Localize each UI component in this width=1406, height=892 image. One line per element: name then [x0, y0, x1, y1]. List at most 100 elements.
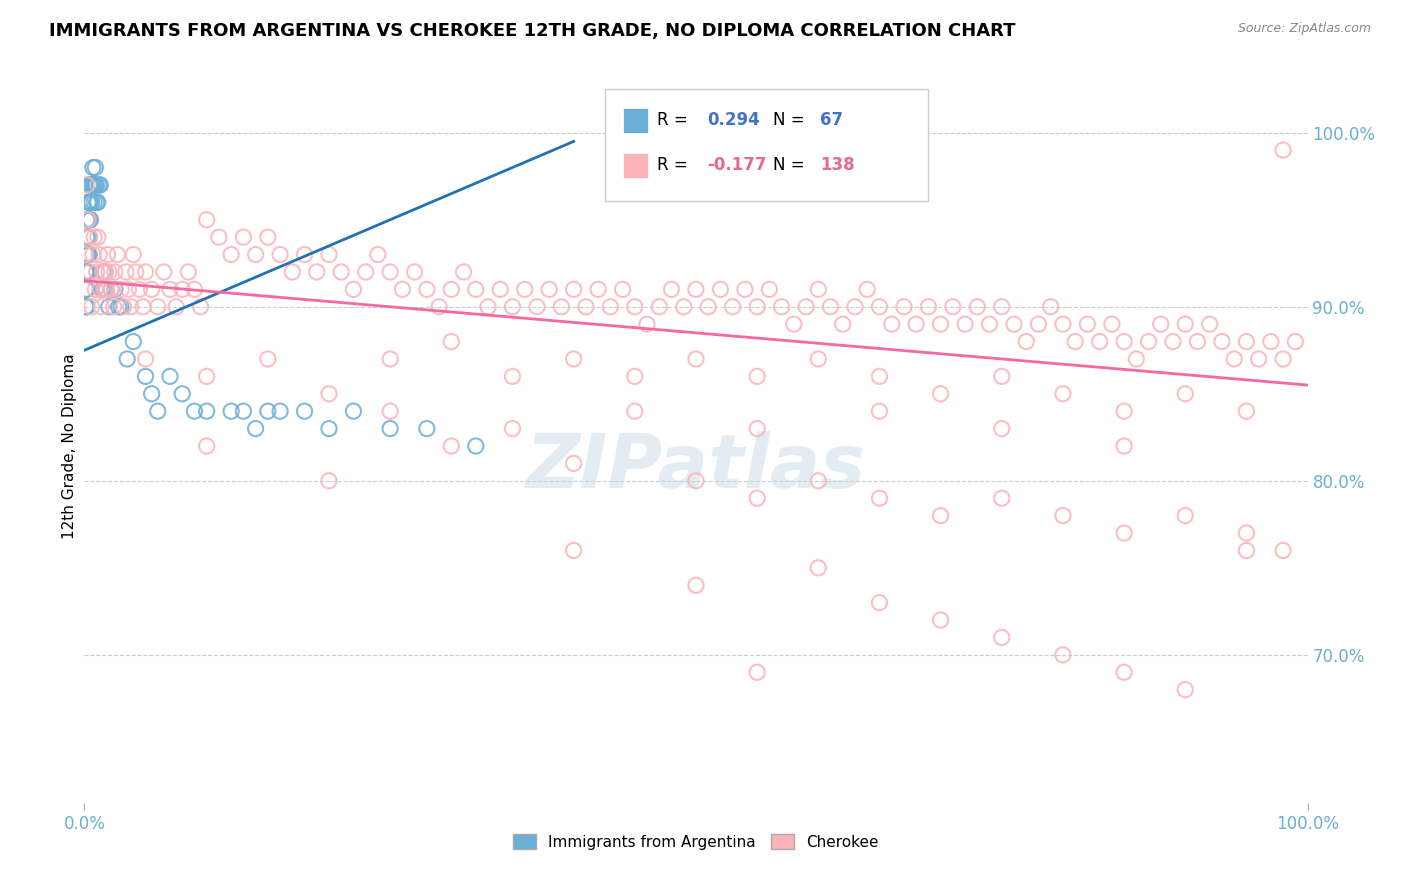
- Point: [141, 386, 163, 401]
- Point: [440, 282, 463, 296]
- Point: [135, 369, 157, 384]
- Point: [76, 230, 98, 244]
- Point: [1223, 351, 1246, 366]
- Point: [1150, 317, 1173, 331]
- Point: [232, 404, 254, 418]
- Point: [89, 282, 111, 296]
- Point: [305, 265, 328, 279]
- Point: [96, 282, 118, 296]
- Point: [86, 265, 108, 279]
- Point: [110, 300, 132, 314]
- Point: [869, 596, 891, 610]
- Point: [1052, 386, 1074, 401]
- Point: [190, 300, 212, 314]
- Point: [86, 195, 108, 210]
- Point: [79, 212, 101, 227]
- Point: [380, 404, 402, 418]
- Point: [77, 230, 100, 244]
- Point: [90, 300, 112, 314]
- Point: [1198, 317, 1220, 331]
- Point: [502, 421, 524, 435]
- Point: [96, 282, 118, 296]
- Point: [562, 351, 585, 366]
- Point: [1272, 143, 1295, 157]
- Point: [122, 334, 145, 349]
- Point: [1052, 317, 1074, 331]
- Point: [1101, 317, 1123, 331]
- Point: [76, 247, 98, 261]
- Point: [1272, 543, 1295, 558]
- Point: [165, 300, 187, 314]
- Point: [685, 578, 707, 592]
- Point: [953, 317, 976, 331]
- Point: [76, 265, 98, 279]
- Point: [747, 491, 769, 506]
- Point: [75, 247, 97, 261]
- Point: [1236, 334, 1258, 349]
- Point: [208, 230, 231, 244]
- Point: [100, 282, 122, 296]
- Point: [76, 212, 98, 227]
- Point: [612, 282, 634, 296]
- Point: [1137, 334, 1160, 349]
- Point: [77, 230, 100, 244]
- Point: [100, 282, 122, 296]
- Text: Source: ZipAtlas.com: Source: ZipAtlas.com: [1237, 22, 1371, 36]
- Point: [562, 543, 585, 558]
- Point: [128, 282, 150, 296]
- Point: [87, 247, 110, 261]
- Point: [929, 508, 952, 523]
- Point: [783, 317, 806, 331]
- Point: [1002, 317, 1025, 331]
- Point: [294, 404, 316, 418]
- Text: IMMIGRANTS FROM ARGENTINA VS CHEROKEE 12TH GRADE, NO DIPLOMA CORRELATION CHART: IMMIGRANTS FROM ARGENTINA VS CHEROKEE 12…: [49, 22, 1015, 40]
- Point: [453, 265, 475, 279]
- Point: [172, 386, 194, 401]
- Point: [77, 178, 100, 192]
- Point: [115, 351, 138, 366]
- Point: [80, 195, 103, 210]
- Point: [94, 265, 117, 279]
- Point: [831, 317, 853, 331]
- Point: [257, 230, 280, 244]
- Point: [856, 282, 879, 296]
- Point: [318, 386, 340, 401]
- Point: [75, 247, 97, 261]
- Text: 138: 138: [820, 156, 855, 174]
- Point: [104, 265, 127, 279]
- Point: [624, 369, 647, 384]
- Point: [685, 351, 707, 366]
- Point: [195, 439, 218, 453]
- Point: [135, 351, 157, 366]
- Point: [869, 491, 891, 506]
- Point: [1236, 404, 1258, 418]
- Point: [183, 282, 205, 296]
- Point: [636, 317, 658, 331]
- Point: [367, 247, 389, 261]
- Point: [318, 421, 340, 435]
- Point: [721, 300, 744, 314]
- Point: [104, 282, 127, 296]
- Point: [991, 421, 1014, 435]
- Point: [342, 282, 364, 296]
- Point: [1174, 508, 1197, 523]
- Text: 67: 67: [820, 112, 842, 129]
- Point: [979, 317, 1001, 331]
- Legend: Immigrants from Argentina, Cherokee: Immigrants from Argentina, Cherokee: [508, 828, 884, 855]
- Point: [758, 282, 780, 296]
- Point: [807, 351, 830, 366]
- Point: [380, 265, 402, 279]
- Point: [318, 247, 340, 261]
- Point: [77, 212, 100, 227]
- Point: [177, 265, 200, 279]
- Point: [330, 265, 353, 279]
- Point: [159, 369, 181, 384]
- Point: [1039, 300, 1062, 314]
- Point: [146, 300, 169, 314]
- Point: [172, 282, 194, 296]
- Point: [318, 474, 340, 488]
- Point: [1114, 404, 1136, 418]
- Point: [942, 300, 965, 314]
- Point: [77, 212, 100, 227]
- Point: [966, 300, 988, 314]
